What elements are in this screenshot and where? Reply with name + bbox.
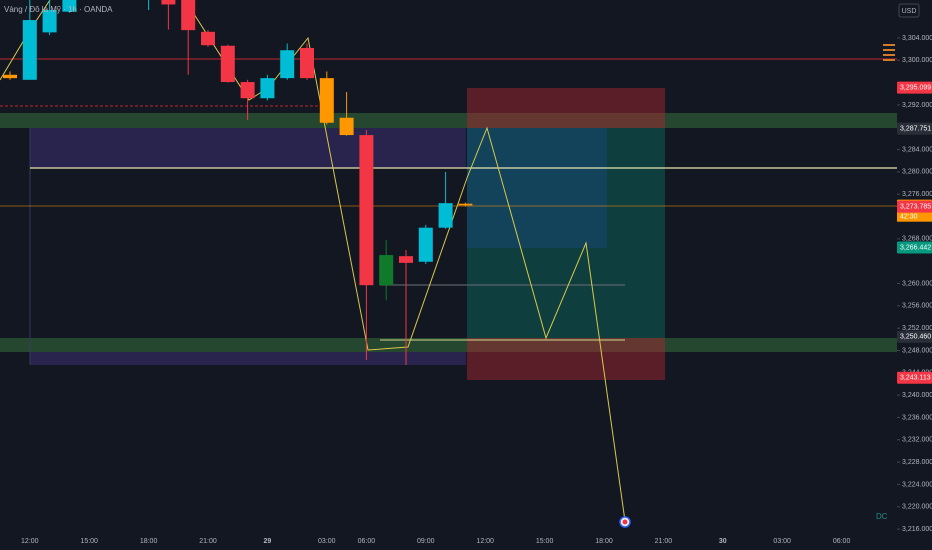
price-label-bg — [897, 200, 932, 213]
x-tick-label: 06:00 — [358, 538, 376, 545]
x-tick-label: 03:00 — [773, 538, 791, 545]
y-tick-label: 3,252.000 — [902, 325, 932, 332]
candle-body — [438, 203, 453, 228]
candle-body — [359, 135, 374, 286]
y-tick-label: 3,216.000 — [902, 526, 932, 533]
x-tick-label: 06:00 — [833, 538, 851, 545]
candle-body — [280, 50, 295, 79]
zone — [0, 338, 897, 352]
menu-icon[interactable] — [883, 44, 895, 61]
price-label: 3,287.751 — [900, 125, 931, 132]
currency-button[interactable] — [898, 3, 920, 18]
candle-body — [181, 0, 196, 31]
y-tick-label: 3,228.000 — [902, 459, 932, 466]
price-label: 3,266.442 — [900, 244, 931, 251]
candle-body — [62, 0, 77, 12]
target-zone — [467, 128, 665, 338]
candles — [3, 0, 473, 365]
candle-body — [42, 10, 57, 33]
x-tick-label: 15:00 — [536, 538, 554, 545]
candle-body — [240, 82, 255, 99]
x-tick-label: 21:00 — [655, 538, 673, 545]
candle-body — [22, 20, 37, 80]
y-tick-label: 3,220.000 — [902, 504, 932, 511]
candle-body — [399, 256, 413, 263]
price-label: 3,273.785 — [900, 203, 931, 210]
y-tick-label: 3,280.000 — [902, 169, 932, 176]
y-tick-label: 3,300.000 — [902, 57, 932, 64]
price-label-bg — [897, 241, 932, 254]
chart-title: Vàng / Đô la Mỹ · 1h · OANDA — [4, 5, 113, 14]
price-label: 3,250.460 — [900, 334, 931, 341]
candle-body — [260, 78, 275, 99]
price-label: 3,243.113 — [900, 375, 931, 382]
countdown: 42:30 — [900, 214, 918, 221]
candle-body — [300, 47, 314, 79]
y-tick-label: 3,232.000 — [902, 437, 932, 444]
candle-body — [418, 227, 433, 262]
price-label: 3,295.099 — [900, 84, 931, 91]
x-tick-label: 03:00 — [318, 538, 336, 545]
candle-body — [319, 78, 334, 123]
y-tick-label: 3,224.000 — [902, 481, 932, 488]
price-label-bg — [897, 371, 932, 384]
x-tick-label: 18:00 — [595, 538, 613, 545]
target-zone — [467, 128, 607, 248]
y-tick-label: 3,236.000 — [902, 414, 932, 421]
countdown-bg — [897, 211, 932, 222]
x-tick-label: 09:00 — [417, 538, 435, 545]
zone — [30, 352, 466, 365]
currency[interactable]: USD — [902, 8, 917, 15]
y-tick-label: 3,292.000 — [902, 102, 932, 109]
drawings — [0, 0, 897, 528]
x-tick-label: 21:00 — [199, 538, 217, 545]
x-tick-label: 29 — [264, 538, 272, 545]
y-tick-label: 3,248.000 — [902, 347, 932, 354]
x-tick-label: 15:00 — [80, 538, 98, 545]
y-tick-label: 3,256.000 — [902, 303, 932, 310]
stop-zone — [467, 338, 665, 380]
candle-body — [339, 117, 354, 136]
y-tick-label: 3,260.000 — [902, 280, 932, 287]
candle-body — [161, 0, 176, 5]
zone — [0, 113, 897, 128]
menu-bar — [883, 44, 895, 46]
menu-bar — [883, 54, 895, 56]
stop-zone — [467, 88, 665, 128]
y-tick-label: 3,276.000 — [902, 191, 932, 198]
menu-bar — [883, 49, 895, 51]
x-tick-label: 12:00 — [21, 538, 39, 545]
price-label-bg — [897, 81, 932, 94]
candle-body — [3, 74, 17, 79]
watermark: DC — [876, 512, 888, 521]
y-tick-label: 3,268.000 — [902, 236, 932, 243]
marker-icon — [622, 519, 628, 525]
x-tick-label: 30 — [719, 538, 727, 545]
y-tick-label: 3,284.000 — [902, 146, 932, 153]
x-tick-label: 12:00 — [476, 538, 494, 545]
price-label-bg — [897, 122, 932, 135]
menu-bar — [883, 59, 895, 61]
y-tick-label: 3,240.000 — [902, 392, 932, 399]
candle-body — [379, 255, 394, 286]
candle-body — [201, 31, 215, 46]
candle-body — [458, 203, 473, 206]
x-tick-label: 18:00 — [140, 538, 158, 545]
y-tick-label: 3,304.000 — [902, 35, 932, 42]
zone — [30, 128, 466, 168]
price-label-bg — [897, 330, 932, 343]
candle-body — [220, 45, 235, 83]
